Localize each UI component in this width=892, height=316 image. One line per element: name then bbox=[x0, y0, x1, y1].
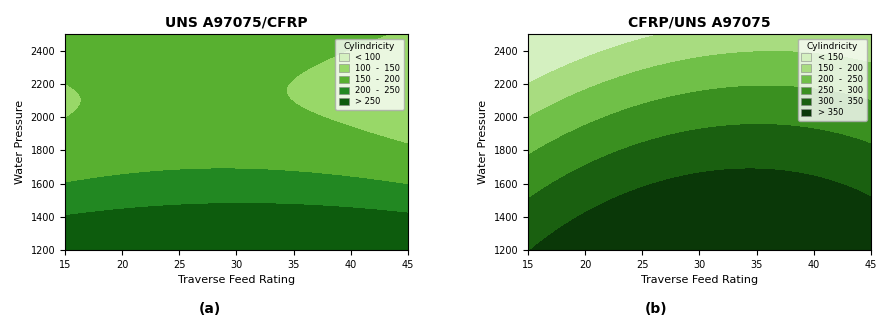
Legend: < 100, 100  -  150, 150  -  200, 200  -  250, > 250: < 100, 100 - 150, 150 - 200, 200 - 250, … bbox=[335, 39, 404, 110]
Title: UNS A97075/CFRP: UNS A97075/CFRP bbox=[165, 15, 308, 29]
X-axis label: Traverse Feed Rating: Traverse Feed Rating bbox=[178, 275, 295, 285]
Title: CFRP/UNS A97075: CFRP/UNS A97075 bbox=[628, 15, 771, 29]
Y-axis label: Water Pressure: Water Pressure bbox=[478, 100, 488, 184]
X-axis label: Traverse Feed Rating: Traverse Feed Rating bbox=[640, 275, 758, 285]
Text: (a): (a) bbox=[199, 302, 220, 316]
Legend: < 150, 150  -  200, 200  -  250, 250  -  300, 300  -  350, > 350: < 150, 150 - 200, 200 - 250, 250 - 300, … bbox=[798, 39, 867, 121]
Y-axis label: Water Pressure: Water Pressure bbox=[15, 100, 25, 184]
Text: (b): (b) bbox=[644, 302, 667, 316]
